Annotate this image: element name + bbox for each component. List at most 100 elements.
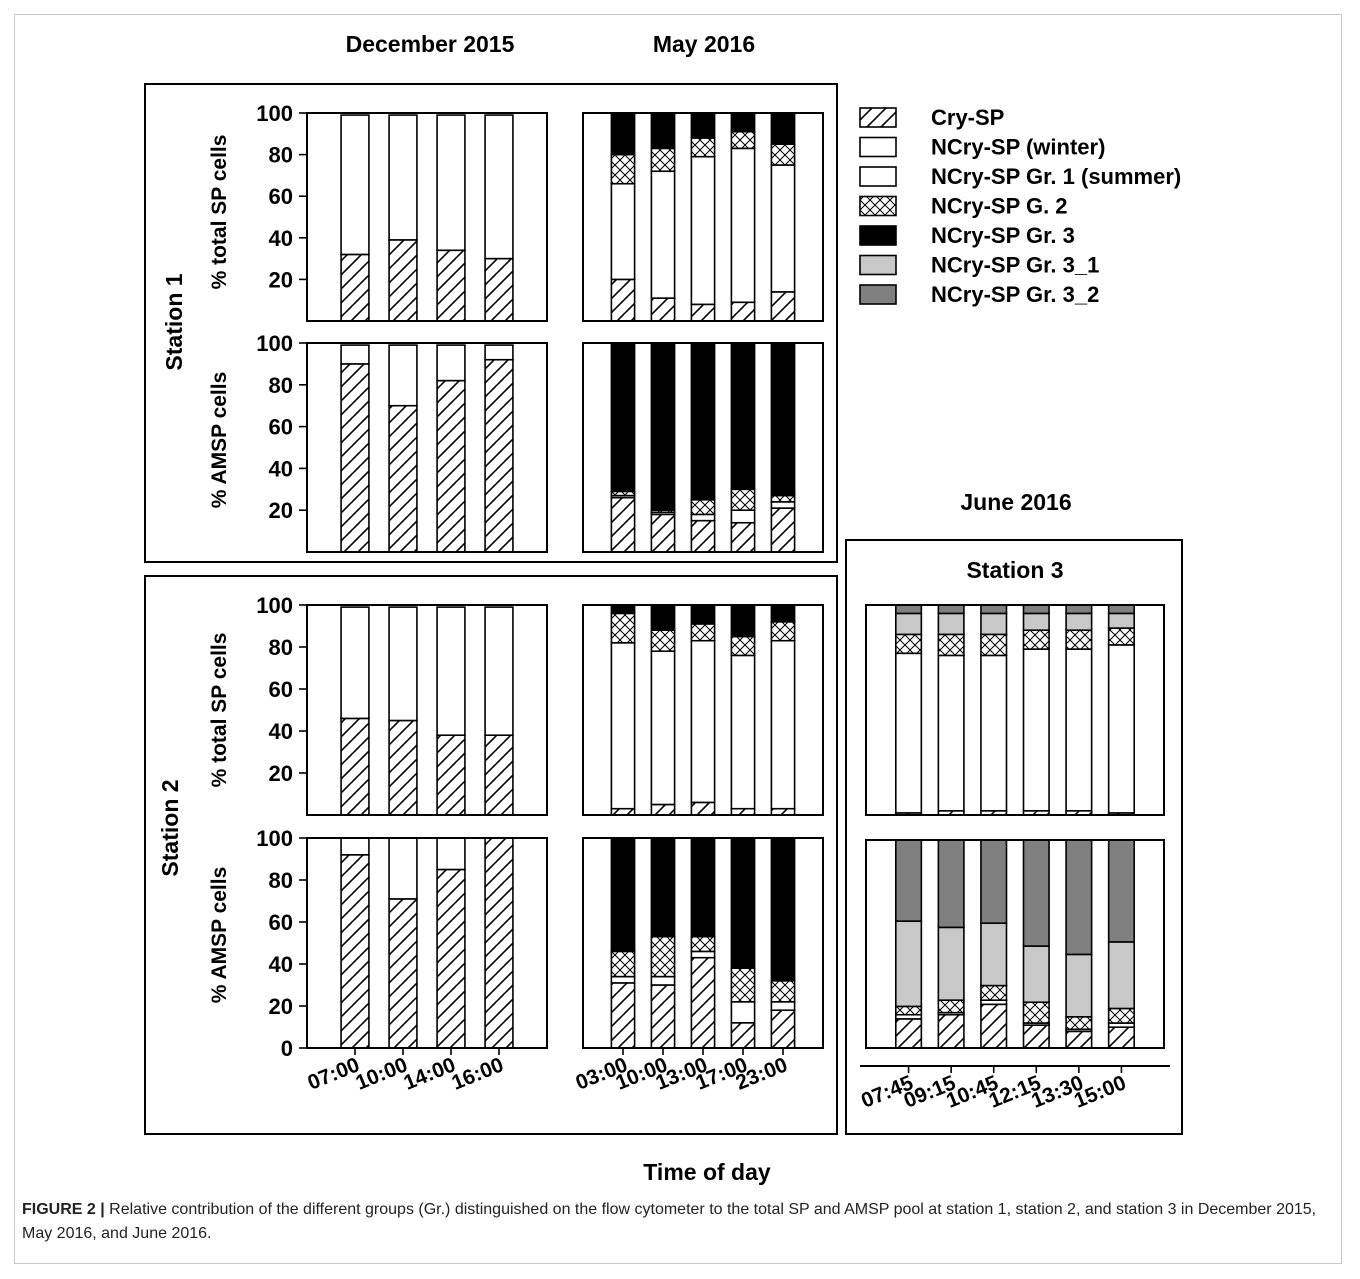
bar-cry-sp-13-00 (690, 801, 716, 816)
bar-ncry-sp-g-2-15-00 (1107, 1007, 1135, 1024)
bar-ncry-sp-g-2-07-45 (894, 1005, 923, 1016)
legend-item-cry-sp: Cry-SP (859, 105, 1004, 130)
figure-chart: December 2015 May 2016 June 2016 Station… (144, 31, 1183, 1185)
bar-ncry-sp-gr-1-summer-23-00 (770, 501, 796, 509)
panel-frame (306, 112, 548, 322)
bar-ncry-sp-winter-10-00 (388, 114, 418, 241)
bar-ncry-sp-winter-07-00 (340, 837, 370, 856)
legend-swatch (859, 284, 897, 305)
bar-cry-sp-14-00 (436, 734, 466, 816)
bar-cry-sp-03-00 (610, 278, 636, 322)
bar-ncry-sp-gr-1-summer-23-00 (770, 639, 796, 810)
y-tick-label: 80 (269, 868, 293, 893)
panel-frame (865, 839, 1165, 1049)
bar-ncry-sp-g-2-10-45 (980, 984, 1008, 1001)
y-tick-label: 100 (256, 826, 293, 851)
bar-ncry-sp-gr-3-17-00 (730, 342, 756, 491)
ylabel-s1-amsp: % AMSP cells (208, 372, 231, 509)
bar-ncry-sp-g-2-03-00 (610, 612, 636, 644)
bar-ncry-sp-g-2-10-00 (650, 935, 676, 978)
y-tick-label: 40 (269, 456, 293, 481)
figure-caption: FIGURE 2 | Relative contribution of the … (22, 1198, 1342, 1246)
bar-ncry-sp-gr-3-1-07-45 (894, 920, 923, 1008)
panel-station-2-december-2015-total-sp-cells: 20 40 60 80 100 (256, 593, 548, 816)
legend-item-ncry-sp-gr-3-1: NCry-SP Gr. 3_1 (859, 253, 1099, 278)
bar-cry-sp-14-00 (436, 249, 466, 322)
y-tick-label: 0 (281, 1036, 293, 1061)
bar-ncry-sp-gr-3-1-09-15 (937, 926, 965, 1001)
bar-ncry-sp-gr-1-summer-03-00 (610, 975, 636, 984)
bar-ncry-sp-gr-1-summer-13-30 (1065, 648, 1093, 812)
bar-ncry-sp-gr-3-2-10-45 (980, 839, 1008, 924)
bar-cry-sp-13-00 (690, 519, 716, 553)
bar-ncry-sp-gr-3-2-15-00 (1107, 839, 1135, 943)
bar-ncry-sp-gr-3-2-10-45 (980, 604, 1008, 615)
bar-ncry-sp-gr-3-2-15-00 (1107, 604, 1135, 615)
panel-station-1-december-2015-amsp-cells: 20 40 60 80 100 (256, 331, 548, 553)
row-label-station1: Station 1 (161, 273, 187, 370)
bar-ncry-sp-g-2-13-00 (690, 935, 716, 953)
bar-ncry-sp-gr-3-17-00 (730, 604, 756, 638)
column-title-jun2016: June 2016 (960, 489, 1071, 515)
bar-ncry-sp-gr-3-10-00 (650, 342, 676, 511)
bar-ncry-sp-gr-3-03-00 (610, 604, 636, 615)
bar-ncry-sp-winter-14-00 (436, 344, 466, 382)
row-label-station3: Station 3 (966, 557, 1063, 583)
bar-ncry-sp-g-2-10-00 (650, 629, 676, 653)
caption-text: Relative contribution of the different g… (22, 1201, 1317, 1242)
bar-ncry-sp-g-2-12-15 (1022, 629, 1050, 650)
bar-ncry-sp-gr-1-summer-10-00 (650, 170, 676, 299)
bar-ncry-sp-g-2-17-00 (730, 635, 756, 657)
bar-ncry-sp-g-2-13-30 (1065, 629, 1093, 650)
bar-cry-sp-13-30 (1065, 1030, 1093, 1049)
y-tick-label: 100 (256, 593, 293, 618)
bar-ncry-sp-gr-3-13-00 (690, 837, 716, 938)
column-title-dec2015: December 2015 (346, 31, 515, 57)
panel-station-1-may-2016-amsp-cells (582, 342, 824, 553)
bar-ncry-sp-gr-3-23-00 (770, 112, 796, 146)
bar-cry-sp-09-15 (937, 1013, 965, 1049)
column-title-may2016: May 2016 (653, 31, 755, 57)
bar-ncry-sp-gr-3-1-12-15 (1022, 612, 1050, 632)
panel-frame (582, 112, 824, 322)
bar-ncry-sp-gr-3-10-00 (650, 604, 676, 632)
legend-swatch (859, 225, 897, 246)
y-tick-label: 40 (269, 226, 293, 251)
bar-ncry-sp-gr-3-1-13-30 (1065, 953, 1093, 1018)
bar-ncry-sp-g-2-13-00 (690, 623, 716, 642)
bar-cry-sp-10-00 (650, 803, 676, 816)
bar-ncry-sp-gr-3-2-13-30 (1065, 604, 1093, 615)
bar-ncry-sp-gr-1-summer-17-00 (730, 147, 756, 304)
bar-ncry-sp-g-2-10-00 (650, 147, 676, 173)
bar-ncry-sp-gr-1-summer-23-00 (770, 1000, 796, 1011)
row-label-station2: Station 2 (157, 779, 183, 876)
bar-ncry-sp-winter-14-00 (436, 837, 466, 871)
bar-cry-sp-03-00 (610, 496, 636, 553)
bar-ncry-sp-gr-3-1-12-15 (1022, 945, 1050, 1004)
figure-border (14, 14, 1342, 1264)
bar-ncry-sp-gr-3-03-00 (610, 342, 636, 493)
bar-ncry-sp-g-2-23-00 (770, 143, 796, 166)
bar-ncry-sp-gr-3-10-00 (650, 112, 676, 150)
bar-ncry-sp-gr-3-23-00 (770, 604, 796, 623)
y-tick-label: 60 (269, 184, 293, 209)
legend-swatch (859, 107, 897, 128)
bar-ncry-sp-g-2-23-00 (770, 979, 796, 1003)
bar-ncry-sp-g-2-09-15 (937, 633, 965, 657)
legend-label: NCry-SP Gr. 3 (931, 223, 1075, 248)
panel-frame (306, 837, 548, 1049)
bar-ncry-sp-winter-07-00 (340, 606, 370, 720)
bar-cry-sp-17-00 (730, 301, 756, 322)
bar-cry-sp-14-00 (436, 379, 466, 553)
bar-ncry-sp-g-2-13-00 (690, 137, 716, 158)
legend: Cry-SP NCry-SP (winter) NCry-SP Gr. 1 (sum… (859, 105, 1181, 307)
legend-swatch (859, 254, 897, 276)
bar-cry-sp-14-00 (436, 868, 466, 1049)
bar-ncry-sp-g-2-07-45 (894, 633, 923, 655)
bar-ncry-sp-gr-1-summer-13-00 (690, 639, 716, 804)
bar-ncry-sp-gr-3-10-00 (650, 837, 676, 938)
bar-cry-sp-13-00 (690, 956, 716, 1049)
panel-frame (582, 604, 824, 816)
y-tick-label: 40 (269, 952, 293, 977)
